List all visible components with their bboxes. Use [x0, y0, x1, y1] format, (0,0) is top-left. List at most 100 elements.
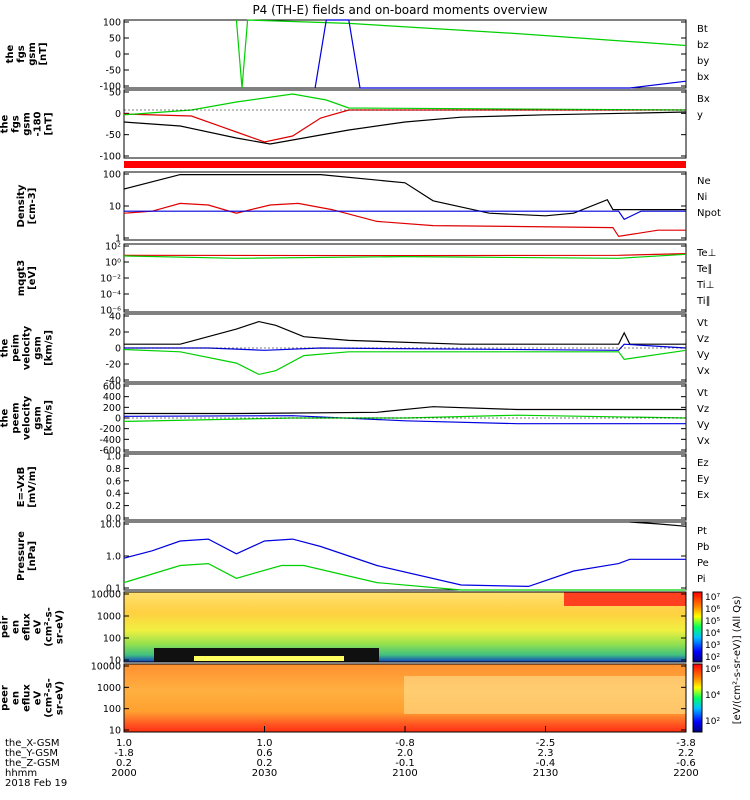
y-tick-label: 100: [103, 704, 121, 715]
series-line-pressure-Pe: [123, 562, 686, 591]
x-row-label: hhmm: [5, 768, 37, 779]
series-line-peim_v-Vt: [124, 320, 686, 345]
legend-entry: Te∥: [696, 264, 713, 275]
y-axis-label-fgs: the fgs gsm [nT]: [5, 42, 49, 66]
legend-entry: bz: [697, 40, 709, 51]
svg-text:peim: peim: [11, 334, 22, 362]
series-line-fgs_dc-y: [123, 93, 687, 116]
svg-text:eflux: eflux: [22, 684, 33, 712]
chart-title: P4 (TH-E) fields and on-board moments ov…: [252, 3, 547, 17]
svg-text:Pressure: Pressure: [16, 531, 27, 581]
x-row-label: the_Z-GSM: [5, 758, 60, 769]
svg-text:[km/s]: [km/s]: [44, 330, 55, 366]
svg-text:the: the: [0, 338, 11, 357]
series-line-pressure-Pi: [123, 538, 686, 588]
y-tick-label: 0.8: [106, 464, 121, 475]
y-tick-label: 0.4: [106, 489, 121, 500]
svg-text:velocity: velocity: [22, 325, 33, 370]
series-line-peem_v-Vx: [123, 415, 686, 425]
series-line-density-Ni: [123, 174, 686, 217]
state-bar: [124, 161, 686, 168]
y-tick-label: 100: [103, 170, 121, 181]
svg-text:[eV]: [eV]: [27, 266, 38, 290]
svg-text:(cm²-s-: (cm²-s-: [44, 678, 55, 718]
y-tick-label: 10: [109, 726, 121, 737]
y-tick-label: 0.0: [106, 514, 121, 525]
y-axis-label-fgs_dc: the fgs gsm -180 [nT]: [0, 111, 55, 136]
x-tick-label: 1.0: [116, 738, 132, 749]
legend-entry: Ti⊥: [696, 280, 714, 291]
series-line-peim_v-Vx: [124, 343, 687, 351]
y-tick-label: 0: [115, 414, 121, 425]
x-tick-label: -0.4: [536, 758, 556, 769]
y-axis-label-peem_v: the peem velocity gsm [km/s]: [0, 395, 55, 440]
y-tick-label: -200: [99, 424, 121, 435]
legend-entry: Pt: [697, 526, 707, 537]
svg-text:-180: -180: [33, 111, 44, 136]
colorbar-tick: 10⁴: [705, 629, 720, 639]
legend-entry: Pe: [697, 558, 709, 569]
svg-text:fgs: fgs: [11, 115, 22, 133]
x-tick-label: 1.0: [257, 738, 273, 749]
y-tick-label: 10.0: [100, 520, 121, 531]
svg-text:fgs: fgs: [16, 45, 27, 63]
svg-text:gsm: gsm: [22, 112, 33, 136]
legend-entry: Te⊥: [696, 248, 716, 259]
panel-frame-temp: [123, 243, 687, 313]
legend-entry: y: [697, 110, 703, 121]
series-line-temp-Ti: [123, 253, 687, 259]
legend-entry: Bx: [697, 94, 710, 105]
series-line-density-Npot: [124, 210, 686, 221]
y-tick-label: 40: [109, 312, 121, 323]
x-tick-label: 2000: [111, 768, 136, 779]
spectrogram-high-band: [564, 592, 686, 606]
y-tick-label: 1.0: [106, 452, 121, 463]
y-tick-label: 0.2: [106, 501, 121, 512]
legend-entry: Ez: [697, 458, 709, 469]
colorbar-tick: 10⁶: [705, 605, 720, 615]
svg-text:Density: Density: [16, 184, 27, 227]
legend-entry: Vz: [697, 334, 709, 345]
legend-entry: bx: [697, 72, 709, 83]
svg-text:sr-eV): sr-eV): [55, 681, 66, 715]
legend-entry: by: [697, 56, 709, 67]
colorbar-tick: 10⁷: [705, 593, 720, 603]
y-tick-label: 10⁻⁴: [100, 290, 121, 301]
legend-entry: Ti∥: [696, 296, 711, 307]
x-tick-label: 2100: [392, 768, 417, 779]
svg-text:[nT]: [nT]: [44, 112, 55, 135]
svg-text:the: the: [0, 408, 11, 427]
colorbar-peir: [692, 591, 703, 663]
svg-text:[km/s]: [km/s]: [44, 400, 55, 436]
legend-entry: Vy: [697, 420, 710, 431]
x-row-label: 2018 Feb 19: [5, 778, 67, 789]
y-tick-label: 10⁻⁶: [100, 306, 121, 317]
spectrogram-patch: [404, 676, 686, 714]
svg-text:the: the: [5, 44, 16, 63]
series-line-fgs_dc-Bt: [123, 111, 687, 145]
svg-text:eV: eV: [33, 690, 44, 705]
svg-text:gsm: gsm: [33, 336, 44, 360]
colorbar-tick: 10⁵: [705, 617, 720, 627]
x-tick-label: 2130: [533, 768, 558, 779]
panel-frame-fgs: [123, 19, 687, 89]
panel-frame-peir: [123, 591, 687, 663]
series-line-fgs-by: [235, 19, 687, 89]
y-tick-label: 1000: [97, 612, 121, 623]
colorbar-tick: 10²: [705, 717, 720, 727]
colorbar-label: [eV/(cm²-s-sr-eV)] (All Qs): [732, 596, 743, 725]
y-axis-label-peer: thepeerenefluxeV(cm²-s-sr-eV): [0, 678, 66, 718]
y-tick-label: 10: [109, 656, 121, 667]
svg-text:eflux: eflux: [22, 613, 33, 641]
y-tick-label: 10⁻²: [100, 274, 121, 285]
y-tick-label: 400: [103, 392, 121, 403]
x-tick-label: 0.6: [257, 748, 273, 759]
x-tick-label: 2.0: [397, 748, 413, 759]
y-axis-label-pressure: Pressure [nPa]: [16, 531, 38, 581]
legend-entry: Npot: [697, 208, 721, 219]
x-tick-label: -0.8: [395, 738, 415, 749]
legend-entry: Ni: [697, 192, 707, 203]
x-tick-label: -1.8: [114, 748, 134, 759]
y-tick-label: 10000: [91, 590, 121, 601]
